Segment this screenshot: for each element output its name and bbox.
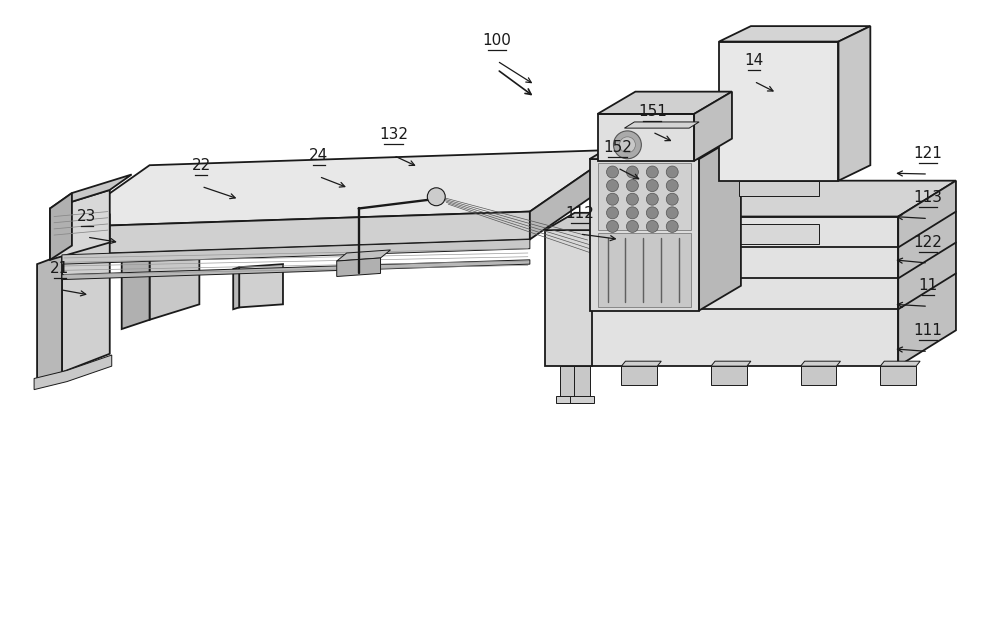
Circle shape (607, 179, 618, 192)
Text: 100: 100 (483, 33, 511, 48)
Text: 22: 22 (192, 158, 211, 173)
Polygon shape (801, 361, 840, 366)
Polygon shape (699, 134, 741, 310)
Polygon shape (62, 150, 619, 227)
Polygon shape (598, 92, 732, 114)
Polygon shape (598, 163, 691, 230)
Polygon shape (34, 355, 112, 389)
Polygon shape (545, 213, 621, 230)
Polygon shape (590, 217, 898, 366)
Polygon shape (574, 366, 590, 400)
Circle shape (613, 131, 641, 159)
Circle shape (626, 179, 638, 192)
Circle shape (427, 188, 445, 206)
Circle shape (626, 207, 638, 219)
Circle shape (646, 207, 658, 219)
Polygon shape (719, 26, 870, 42)
Polygon shape (50, 193, 72, 260)
Polygon shape (880, 366, 916, 384)
Polygon shape (801, 366, 836, 384)
Text: 21: 21 (50, 261, 70, 276)
Polygon shape (598, 114, 694, 161)
Circle shape (646, 220, 658, 232)
Polygon shape (570, 396, 594, 403)
Polygon shape (50, 175, 132, 209)
Polygon shape (62, 240, 530, 264)
Polygon shape (694, 92, 732, 161)
Polygon shape (545, 230, 592, 366)
Polygon shape (337, 250, 390, 261)
Polygon shape (50, 190, 110, 260)
Polygon shape (530, 150, 619, 240)
Polygon shape (838, 26, 870, 181)
Circle shape (626, 220, 638, 232)
Circle shape (666, 179, 678, 192)
Polygon shape (239, 264, 283, 307)
Polygon shape (669, 224, 819, 243)
Polygon shape (233, 267, 239, 309)
Text: 151: 151 (638, 104, 667, 119)
Text: 111: 111 (914, 324, 943, 338)
Polygon shape (719, 42, 838, 181)
Circle shape (646, 193, 658, 205)
Circle shape (646, 166, 658, 178)
Circle shape (646, 179, 658, 192)
Text: 122: 122 (914, 235, 943, 250)
Polygon shape (711, 361, 751, 366)
Polygon shape (711, 366, 747, 384)
Polygon shape (880, 361, 920, 366)
Polygon shape (150, 192, 199, 320)
Polygon shape (62, 212, 530, 255)
Circle shape (607, 166, 618, 178)
Polygon shape (122, 206, 150, 329)
Polygon shape (590, 134, 741, 159)
Polygon shape (556, 396, 580, 403)
Polygon shape (590, 181, 956, 217)
Text: 24: 24 (309, 148, 328, 163)
Text: 112: 112 (565, 206, 594, 221)
Polygon shape (624, 122, 699, 128)
Circle shape (666, 193, 678, 205)
Polygon shape (37, 255, 62, 381)
Circle shape (626, 193, 638, 205)
Text: 11: 11 (918, 278, 938, 293)
Polygon shape (739, 181, 819, 196)
Circle shape (619, 137, 635, 153)
Circle shape (607, 193, 618, 205)
Text: 152: 152 (603, 140, 632, 155)
Circle shape (666, 207, 678, 219)
Text: 14: 14 (744, 53, 763, 68)
Circle shape (626, 166, 638, 178)
Polygon shape (621, 361, 661, 366)
Polygon shape (337, 258, 381, 276)
Polygon shape (62, 240, 110, 373)
Polygon shape (62, 215, 110, 255)
Circle shape (607, 220, 618, 232)
Text: 23: 23 (77, 209, 97, 224)
Circle shape (607, 207, 618, 219)
Circle shape (666, 166, 678, 178)
Text: 121: 121 (914, 146, 943, 161)
Text: 132: 132 (379, 127, 408, 142)
Text: 113: 113 (914, 191, 943, 206)
Polygon shape (898, 181, 956, 366)
Polygon shape (62, 260, 530, 279)
Polygon shape (621, 366, 657, 384)
Polygon shape (590, 159, 699, 310)
Circle shape (666, 220, 678, 232)
Polygon shape (598, 233, 691, 307)
Polygon shape (560, 366, 576, 400)
